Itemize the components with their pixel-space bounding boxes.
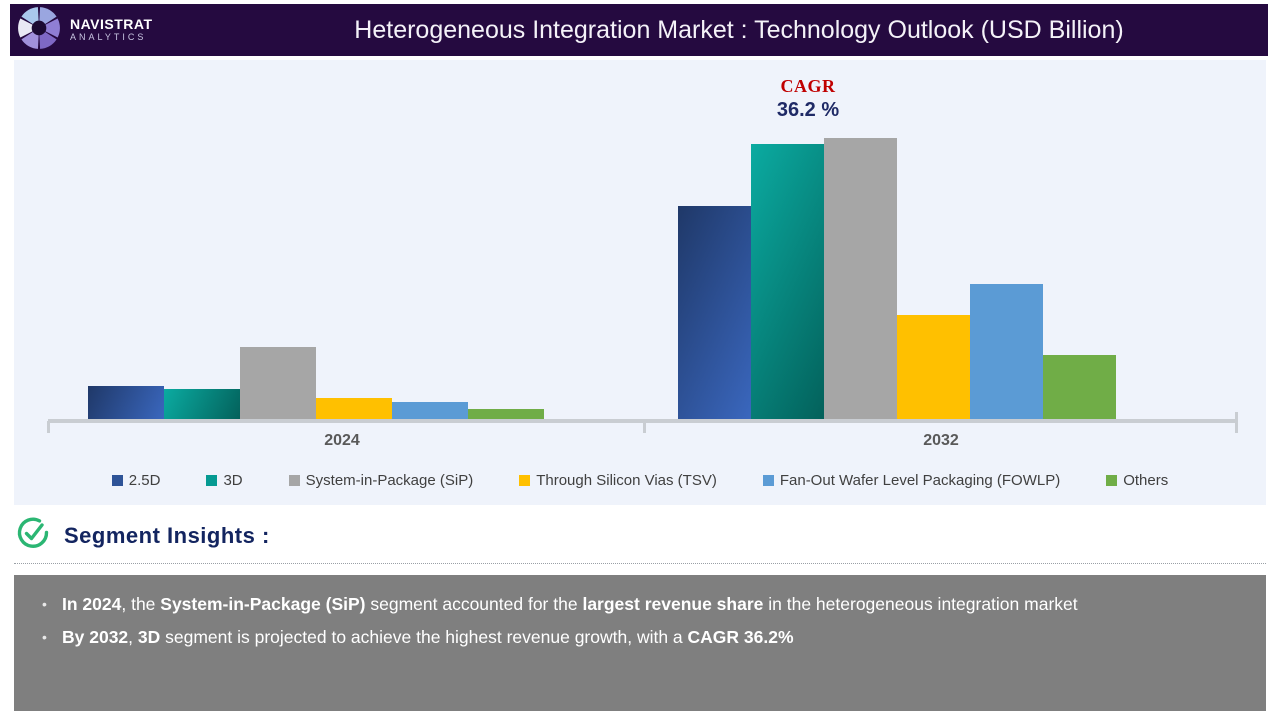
legend-label: 3D bbox=[223, 472, 243, 489]
legend-label: Through Silicon Vias (TSV) bbox=[536, 472, 717, 489]
legend-item-System-in-Package (SiP): System-in-Package (SiP) bbox=[288, 472, 474, 489]
legend-label: System-in-Package (SiP) bbox=[305, 472, 474, 489]
brand-subtitle: ANALYTICS bbox=[70, 31, 147, 42]
legend-swatch bbox=[111, 475, 123, 486]
legend-item-Fan-Out Wafer Level Packaging (FOWLP): Fan-Out Wafer Level Packaging (FOWLP) bbox=[762, 472, 1061, 489]
segment-insights-header: Segment Insights : bbox=[16, 516, 270, 555]
bar-2032-3D bbox=[751, 144, 824, 419]
bar-2032-2.5D bbox=[678, 206, 751, 419]
legend-swatch bbox=[519, 475, 531, 486]
legend-label: 2.5D bbox=[128, 472, 161, 489]
bar-2032-System-in-Package (SiP) bbox=[824, 138, 897, 419]
brand-logo-block: NAVISTRAT ANALYTICS bbox=[10, 5, 230, 56]
bar-2024-Others bbox=[468, 409, 544, 419]
cagr-value: 36.2 % bbox=[776, 99, 840, 121]
cagr-label: CAGR bbox=[780, 76, 836, 96]
insights-box: In 2024, the System-in-Package (SiP) seg… bbox=[14, 575, 1266, 711]
axis-tick-left bbox=[47, 421, 50, 433]
legend-swatch bbox=[762, 475, 774, 486]
legend-swatch bbox=[1106, 475, 1118, 486]
category-label-2024: 2024 bbox=[324, 432, 360, 449]
legend-swatch bbox=[206, 475, 218, 486]
legend-item-Through Silicon Vias (TSV): Through Silicon Vias (TSV) bbox=[519, 472, 717, 489]
legend-item-2.5D: 2.5D bbox=[111, 472, 161, 489]
category-label-2032: 2032 bbox=[923, 432, 959, 449]
bar-2024-Through Silicon Vias (TSV) bbox=[316, 398, 392, 419]
page-title: Heterogeneous Integration Market : Techn… bbox=[354, 15, 1124, 44]
bar-2024-2.5D bbox=[88, 386, 164, 419]
bar-2032-Fan-Out Wafer Level Packaging (FOWLP) bbox=[970, 284, 1043, 419]
axis-tick-right bbox=[1235, 421, 1238, 433]
bar-2024-3D bbox=[164, 389, 240, 419]
legend-item-Others: Others bbox=[1106, 472, 1168, 489]
legend-label: Others bbox=[1123, 472, 1169, 489]
segment-insights-title: Segment Insights : bbox=[64, 522, 270, 548]
header-bar: NAVISTRAT ANALYTICS Heterogeneous Integr… bbox=[10, 4, 1268, 56]
bar-2024-System-in-Package (SiP) bbox=[240, 347, 316, 419]
cagr-annotation: CAGR 36.2 % bbox=[728, 76, 888, 122]
bar-2032-Through Silicon Vias (TSV) bbox=[897, 315, 970, 419]
dotted-separator bbox=[14, 563, 1266, 564]
legend-item-3D: 3D bbox=[206, 472, 243, 489]
bar-2032-Others bbox=[1043, 355, 1116, 419]
insight-bullet: By 2032, 3D segment is projected to achi… bbox=[36, 621, 1236, 654]
axis-tick-right-up bbox=[1235, 412, 1238, 423]
bar-2024-Fan-Out Wafer Level Packaging (FOWLP) bbox=[392, 402, 468, 419]
insight-bullet: In 2024, the System-in-Package (SiP) seg… bbox=[36, 588, 1236, 621]
chart-legend: 2.5D 3D System-in-Package (SiP) Through Sil… bbox=[14, 472, 1266, 489]
brand-name: NAVISTRAT bbox=[70, 16, 153, 33]
axis-tick-center bbox=[643, 421, 646, 433]
check-circle-icon bbox=[16, 516, 50, 555]
legend-label: Fan-Out Wafer Level Packaging (FOWLP) bbox=[779, 472, 1061, 489]
insights-bullet-list: In 2024, the System-in-Package (SiP) seg… bbox=[36, 588, 1236, 654]
chart-panel: CAGR 36.2 % 2024 2032 2.5D 3D System-in-Pa… bbox=[14, 60, 1266, 505]
navistrat-logo-icon bbox=[16, 5, 62, 56]
legend-swatch bbox=[288, 475, 300, 486]
